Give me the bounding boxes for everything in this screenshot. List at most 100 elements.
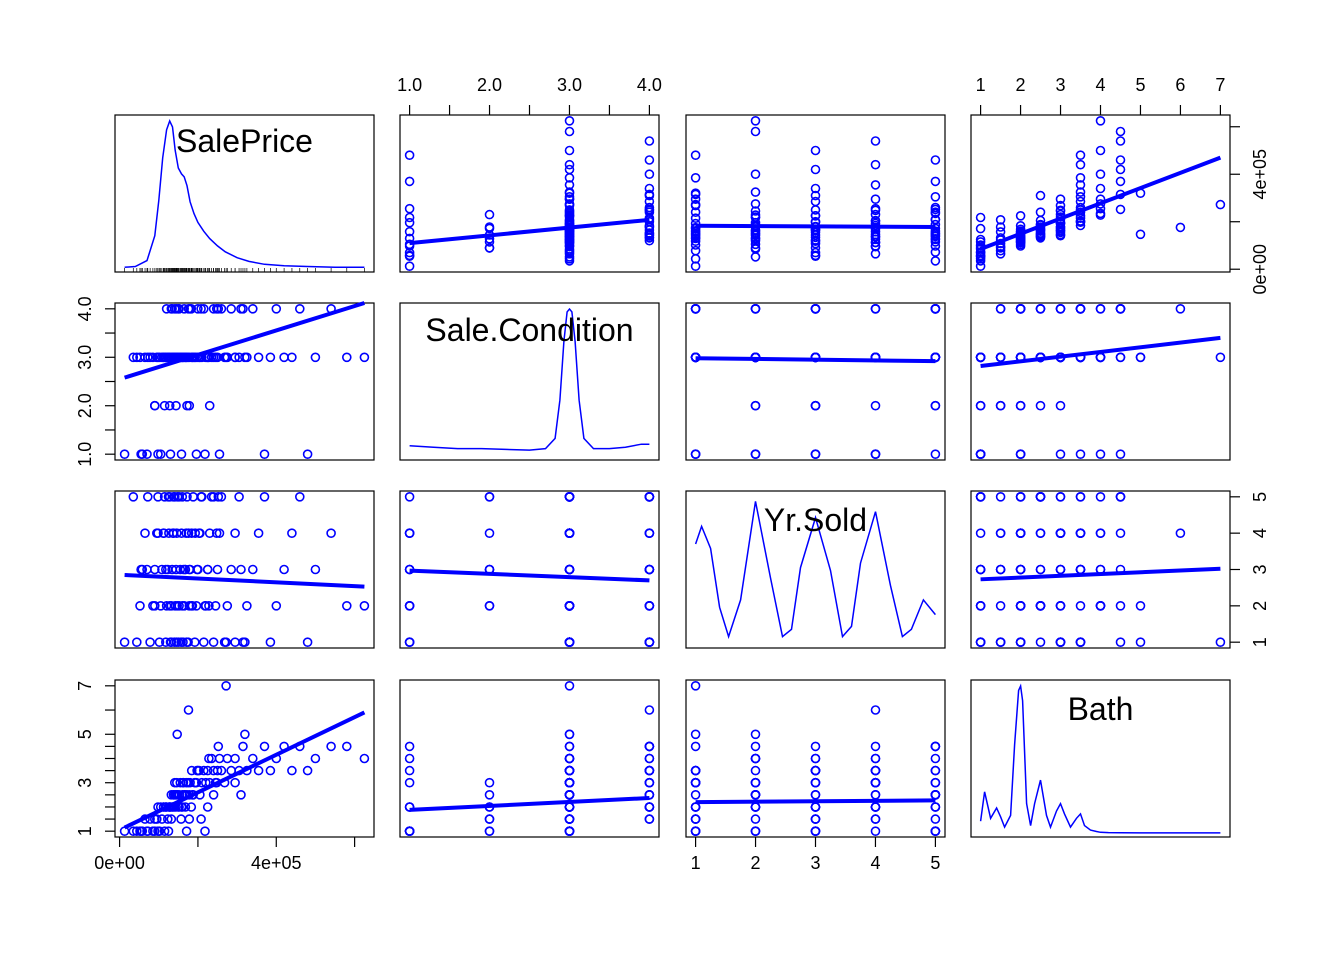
data-point — [1075, 449, 1086, 460]
data-point — [644, 183, 655, 194]
data-point — [404, 251, 415, 262]
data-point — [163, 491, 174, 502]
fit-line — [409, 217, 650, 246]
data-point — [750, 729, 761, 740]
data-point — [484, 491, 495, 502]
data-point — [930, 256, 941, 266]
data-point — [180, 564, 190, 575]
data-point — [1115, 136, 1126, 146]
data-point — [271, 600, 282, 611]
data-point — [870, 741, 881, 752]
data-point — [171, 303, 182, 314]
data-point — [564, 789, 575, 800]
data-point — [170, 491, 180, 502]
data-point — [214, 753, 225, 764]
data-point — [930, 802, 941, 812]
data-point — [870, 231, 881, 242]
data-point — [1055, 491, 1066, 502]
data-point — [1215, 352, 1226, 363]
data-point — [995, 227, 1006, 237]
axis-right-yr-sold: 1 2 3 4 5 — [1230, 492, 1270, 647]
data-point — [180, 802, 191, 812]
data-point — [240, 352, 250, 363]
data-point — [177, 600, 188, 611]
data-point — [166, 637, 177, 648]
data-point — [208, 491, 219, 502]
panel-saleprice-vs-yr-sold — [685, 114, 946, 273]
data-point — [265, 352, 276, 363]
data-point — [995, 400, 1006, 411]
data-point — [1015, 237, 1026, 248]
data-point — [140, 528, 150, 539]
data-point — [644, 564, 655, 575]
data-point — [564, 777, 575, 788]
data-point — [163, 352, 174, 363]
data-point — [870, 777, 881, 788]
data-point — [202, 802, 213, 812]
data-point — [930, 192, 941, 202]
data-point — [199, 303, 209, 314]
data-point — [175, 564, 186, 575]
data-point — [975, 223, 986, 234]
data-point — [870, 241, 881, 251]
data-point — [750, 400, 761, 411]
data-point — [221, 680, 231, 691]
data-point — [404, 176, 415, 187]
data-point — [930, 155, 941, 165]
data-point — [1035, 207, 1046, 217]
data-point — [750, 789, 761, 800]
data-point — [404, 637, 415, 648]
data-point — [690, 194, 701, 204]
data-point — [564, 194, 575, 204]
data-point — [930, 449, 941, 460]
tick-label: 1 — [1250, 637, 1270, 647]
data-point — [135, 600, 145, 611]
variable-label-yr-sold: Yr.Sold — [764, 502, 867, 538]
data-point — [995, 637, 1006, 648]
data-point — [259, 491, 270, 502]
data-point — [690, 173, 701, 183]
panel-yr-sold-vs-bath — [970, 490, 1231, 649]
data-point — [1095, 183, 1106, 194]
axis-bottom-yr-sold: 1 2 3 4 5 — [691, 837, 940, 873]
data-point — [750, 753, 761, 764]
panel-frame — [970, 302, 1231, 461]
data-point — [287, 352, 297, 363]
data-point — [1075, 180, 1086, 190]
tick-label: 4 — [1095, 75, 1105, 95]
data-point — [1115, 600, 1126, 611]
tick-label: 1 — [75, 826, 95, 836]
data-point — [208, 789, 219, 800]
data-point — [995, 245, 1006, 256]
data-point — [1075, 303, 1086, 314]
data-point — [155, 600, 166, 611]
data-point — [564, 814, 575, 824]
data-point — [995, 222, 1006, 232]
panel-saleprice-vs-bath — [970, 114, 1231, 273]
data-point — [484, 777, 495, 788]
data-point — [213, 491, 224, 502]
data-point — [265, 765, 276, 776]
data-point — [1075, 173, 1086, 183]
data-point — [153, 528, 163, 539]
data-point — [216, 303, 227, 314]
data-point — [176, 814, 186, 824]
data-point — [975, 251, 986, 262]
data-point — [930, 400, 941, 411]
data-point — [230, 777, 240, 788]
data-point — [644, 600, 655, 611]
data-point — [236, 789, 246, 800]
tick-label: 7 — [1215, 75, 1225, 95]
data-point — [181, 826, 192, 837]
data-point — [810, 777, 821, 788]
data-point — [644, 204, 655, 215]
data-point — [136, 826, 146, 837]
variable-label-bath: Bath — [1068, 691, 1134, 727]
axis-left-sale-condition: 1.0 2.0 3.0 4.0 — [75, 296, 115, 467]
data-point — [150, 400, 160, 411]
data-point — [564, 145, 575, 156]
axis-top-bath: 1 2 3 4 5 6 7 — [976, 75, 1225, 115]
axis-left-bath: 1 3 5 7 — [75, 681, 115, 836]
data-point — [1055, 600, 1066, 611]
